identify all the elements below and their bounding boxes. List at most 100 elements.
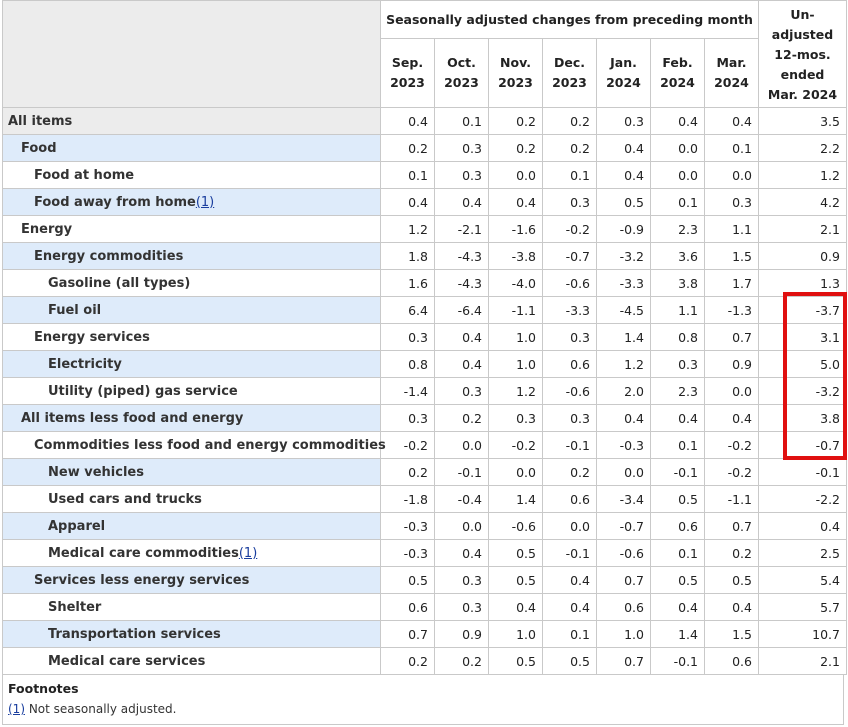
value-cell: 0.7	[704, 323, 759, 351]
value-cell: 0.6	[596, 593, 651, 621]
row-label-text: New vehicles	[48, 464, 144, 480]
value-cell: 0.2	[542, 134, 597, 162]
value-cell: 1.1	[704, 215, 759, 243]
value-cell: 1.2	[380, 215, 435, 243]
row-label-text: Energy	[21, 221, 73, 237]
value-cell: 0.1	[650, 431, 705, 459]
unadjusted-value-cell: 2.2	[758, 134, 847, 162]
value-cell: 0.4	[488, 593, 543, 621]
value-cell: 0.4	[650, 593, 705, 621]
table-row: Used cars and trucks -1.8 -0.4 1.4 0.6 -3.4 0.…	[2, 485, 847, 513]
value-cell: 0.4	[704, 404, 759, 432]
row-label: Medical care services	[2, 647, 381, 675]
value-cell: -4.3	[434, 269, 489, 297]
value-cell: 0.4	[542, 566, 597, 594]
unadjusted-value-cell: 5.0	[758, 350, 847, 378]
value-cell: 0.3	[542, 404, 597, 432]
value-cell: 1.4	[488, 485, 543, 513]
year-label: 2023	[390, 75, 425, 90]
value-cell: 0.7	[704, 512, 759, 540]
table-row: Electricity 0.8 0.4 1.0 0.6 1.2 0.3 0.9 5.0	[2, 350, 847, 378]
table-row: All items less food and energy 0.3 0.2 0.3 0…	[2, 404, 847, 432]
value-cell: 0.5	[650, 566, 705, 594]
value-cell: -0.6	[596, 539, 651, 567]
row-label: Medical care commodities(1)	[2, 539, 381, 567]
value-cell: -1.3	[704, 296, 759, 324]
value-cell: 1.2	[596, 350, 651, 378]
value-cell: -4.3	[434, 242, 489, 270]
row-label-text: Electricity	[48, 356, 122, 372]
row-label-text: Gasoline (all types)	[48, 275, 191, 291]
row-label: Fuel oil	[2, 296, 381, 324]
value-cell: -0.6	[542, 377, 597, 405]
row-label: Gasoline (all types)	[2, 269, 381, 297]
value-cell: 1.4	[650, 620, 705, 648]
value-cell: 0.4	[650, 107, 705, 135]
value-cell: -4.5	[596, 296, 651, 324]
value-cell: -2.1	[434, 215, 489, 243]
value-cell: 0.0	[704, 377, 759, 405]
value-cell: 0.1	[380, 161, 435, 189]
row-label: Electricity	[2, 350, 381, 378]
header-corner	[2, 0, 381, 108]
value-cell: 0.8	[380, 350, 435, 378]
value-cell: -3.4	[596, 485, 651, 513]
value-cell: -1.1	[704, 485, 759, 513]
value-cell: 0.3	[380, 323, 435, 351]
row-label-text: Energy commodities	[34, 248, 184, 264]
row-label-text: All items less food and energy	[21, 410, 244, 426]
unadjusted-value-cell: 5.4	[758, 566, 847, 594]
footnote-link[interactable]: (1)	[238, 545, 258, 561]
value-cell: 0.1	[542, 620, 597, 648]
value-cell: 0.6	[650, 512, 705, 540]
unadjusted-value-cell: 0.9	[758, 242, 847, 270]
value-cell: 1.5	[704, 620, 759, 648]
value-cell: 1.5	[704, 242, 759, 270]
value-cell: -0.7	[596, 512, 651, 540]
footnote-text: Not seasonally adjusted.	[25, 702, 177, 716]
table-row: Fuel oil 6.4 -6.4 -1.1 -3.3 -4.5 1.1 -1.3 -3.7	[2, 296, 847, 324]
year-label: 2024	[714, 75, 749, 90]
row-label-text: Food away from home	[34, 194, 196, 210]
month-header: Feb. 2024	[650, 38, 705, 108]
month-header: Nov. 2023	[488, 38, 543, 108]
value-cell: 0.3	[704, 188, 759, 216]
value-cell: -3.2	[596, 242, 651, 270]
row-label: Transportation services	[2, 620, 381, 648]
table-row: Services less energy services 0.5 0.3 0.5 0.…	[2, 566, 847, 594]
value-cell: 0.4	[434, 188, 489, 216]
value-cell: 0.5	[704, 566, 759, 594]
row-label-text: All items	[8, 113, 73, 129]
table-header: Seasonally adjusted changes from precedi…	[2, 0, 847, 108]
value-cell: -0.1	[650, 458, 705, 486]
value-cell: 0.3	[596, 107, 651, 135]
value-cell: 0.5	[380, 566, 435, 594]
unadjusted-value-cell: 3.1	[758, 323, 847, 351]
row-label-text: Food at home	[34, 167, 135, 183]
row-label: Used cars and trucks	[2, 485, 381, 513]
cpi-table-container: Seasonally adjusted changes from precedi…	[2, 0, 847, 675]
value-cell: -0.3	[380, 539, 435, 567]
table-row: Food at home 0.1 0.3 0.0 0.1 0.4 0.0 0.0 1.2	[2, 161, 847, 189]
month-label: Jan.	[610, 55, 637, 70]
value-cell: 0.5	[650, 485, 705, 513]
footnote-marker-link[interactable]: (1)	[8, 702, 25, 716]
table-row: New vehicles 0.2 -0.1 0.0 0.2 0.0 -0.1 -0.2 -0.1	[2, 458, 847, 486]
value-cell: 0.6	[380, 593, 435, 621]
value-cell: 0.1	[650, 188, 705, 216]
value-cell: -0.9	[596, 215, 651, 243]
value-cell: 0.4	[542, 593, 597, 621]
value-cell: 1.0	[488, 620, 543, 648]
unadjusted-value-cell: 3.8	[758, 404, 847, 432]
value-cell: 2.0	[596, 377, 651, 405]
footnote-link[interactable]: (1)	[195, 194, 215, 210]
value-cell: -3.8	[488, 242, 543, 270]
value-cell: 0.1	[650, 539, 705, 567]
value-cell: 1.0	[596, 620, 651, 648]
row-label-text: Fuel oil	[48, 302, 102, 318]
footnotes-section: Footnotes (1) Not seasonally adjusted.	[2, 675, 844, 725]
unadjusted-value-cell: 2.1	[758, 647, 847, 675]
value-cell: 0.6	[542, 485, 597, 513]
value-cell: 0.4	[704, 593, 759, 621]
table-row: Energy 1.2 -2.1 -1.6 -0.2 -0.9 2.3 1.1 2.1	[2, 215, 847, 243]
